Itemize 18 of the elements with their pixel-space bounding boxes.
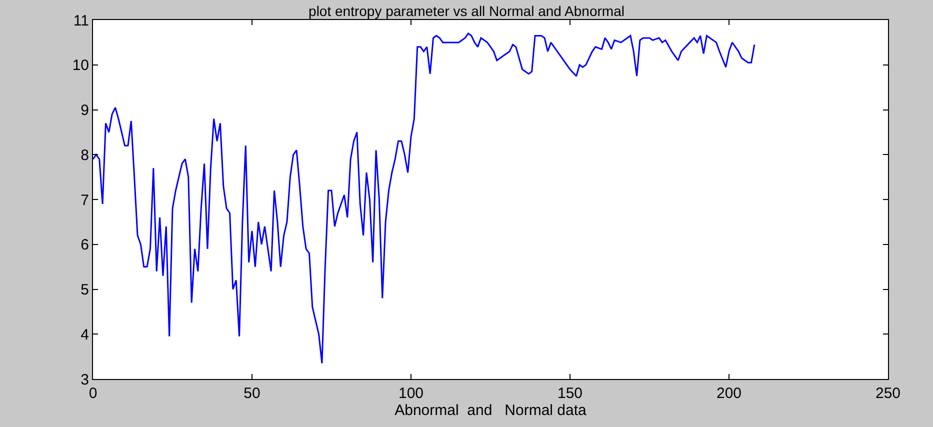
line-series: [93, 32, 756, 364]
y-tick-label: 4: [80, 326, 89, 344]
y-tick-label: 3: [80, 371, 89, 388]
y-tick-label: 5: [80, 282, 89, 298]
y-tick-label: 9: [80, 102, 89, 119]
y-tick-label: 6: [80, 236, 89, 254]
y-tick-label: 8: [80, 146, 89, 164]
x-tick-label: 100: [398, 385, 424, 402]
y-tick-label: 7: [80, 192, 89, 209]
y-tick-label: 11: [73, 12, 89, 30]
x-tick-label: 200: [716, 385, 742, 402]
chart-title: plot entropy parameter vs all Normal and Abnormal: [308, 3, 624, 20]
x-axis-title: Abnormal and Normal data: [394, 402, 588, 419]
y-tick-label: 10: [72, 57, 89, 74]
x-tick-label: 0: [88, 385, 98, 402]
x-tick-label: 50: [244, 385, 260, 402]
x-tick-label: 150: [557, 385, 583, 402]
x-tick-label: 250: [875, 385, 901, 402]
